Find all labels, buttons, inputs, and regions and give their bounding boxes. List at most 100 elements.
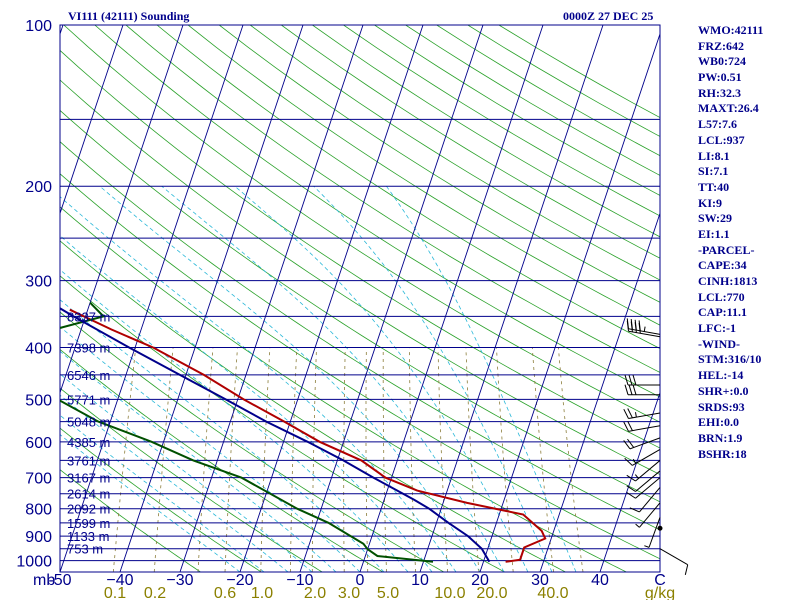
moist-adiabat — [60, 350, 337, 572]
index-row: SRDS:93 — [698, 399, 745, 414]
height-label: 2614 m — [67, 487, 110, 502]
mixing-ratio-line — [343, 347, 346, 572]
barb-flag — [627, 438, 635, 448]
wind-barb — [659, 548, 689, 575]
barb-flag — [623, 440, 631, 450]
height-label: 1133 m — [67, 529, 109, 544]
pressure-tick-label: 1000 — [16, 554, 52, 571]
mixing-ratio-line — [311, 347, 317, 572]
mixing-ratio-label: 0.1 — [104, 585, 126, 600]
isotherm — [179, 25, 364, 572]
dry-adiabat — [63, 25, 660, 423]
index-row: SHR+:0.0 — [698, 383, 749, 398]
index-row: BRN:1.9 — [698, 430, 743, 445]
height-label: 8337 m — [67, 309, 110, 324]
index-row: SW:29 — [698, 211, 733, 226]
index-row: LCL:937 — [698, 132, 745, 147]
mixing-ratio-line — [112, 347, 137, 572]
height-label: 7398 m — [67, 340, 110, 355]
barb-flag — [627, 408, 633, 419]
isotherm — [419, 25, 604, 572]
temperature-tick-label: 20 — [471, 572, 489, 589]
x-unit-label: mb — [33, 572, 55, 589]
mixing-ratio-label: 0.2 — [144, 585, 166, 600]
index-row: -PARCEL- — [698, 242, 755, 257]
dry-adiabat — [218, 25, 660, 303]
mixing-ratio-line — [437, 347, 448, 572]
moist-adiabat — [99, 185, 481, 572]
moist-adiabat — [60, 394, 289, 572]
moist-adiabat — [386, 185, 577, 572]
chart-title: VI111 (42111) Sounding — [68, 9, 189, 23]
dry-adiabat — [60, 469, 201, 572]
wind-barb — [644, 517, 661, 548]
dry-adiabat — [187, 25, 660, 326]
wind-barb — [623, 437, 661, 450]
barb-flag — [628, 384, 633, 395]
moist-adiabat — [60, 196, 457, 572]
dry-adiabat — [249, 25, 660, 281]
pressure-tick-label: 800 — [25, 502, 52, 519]
barb-staff — [639, 487, 661, 513]
temperature-tick-label: −40 — [106, 572, 133, 589]
barb-staff — [628, 425, 661, 432]
isotherm — [599, 391, 660, 572]
index-row: LFC:-1 — [698, 321, 736, 336]
barb-flag — [626, 492, 636, 499]
mixing-ratio-label: 1.0 — [251, 585, 273, 600]
wind-barb — [624, 374, 660, 386]
index-row: KI:9 — [698, 195, 722, 210]
temperature-tick-label: 10 — [411, 572, 429, 589]
barb-flag — [624, 384, 629, 395]
isotherm — [60, 25, 184, 395]
height-label: 6546 m — [67, 368, 110, 383]
index-row: LCL:770 — [698, 289, 745, 304]
barb-staff — [629, 437, 661, 450]
mixing-ratio-line — [465, 347, 480, 572]
index-row: HEL:-14 — [698, 368, 744, 383]
barb-flag — [623, 421, 629, 432]
mixing-ratio-line — [260, 347, 271, 572]
pressure-tick-label: 900 — [25, 529, 52, 546]
wind-barb — [657, 525, 663, 531]
barb-flag — [627, 421, 633, 431]
index-row: MAXT:26.4 — [698, 101, 759, 116]
pressure-tick-label: 500 — [25, 392, 52, 409]
wind-barb — [624, 449, 661, 466]
wind-barb — [626, 320, 661, 338]
barb-flag — [629, 507, 640, 513]
dry-adiabat — [60, 427, 262, 572]
mixing-ratio-label: 2.0 — [304, 585, 326, 600]
barb-flag — [626, 320, 629, 332]
pressure-tick-label: 400 — [25, 340, 52, 357]
barb-flag — [626, 485, 636, 492]
mixing-ratio-line — [531, 347, 554, 572]
index-row: LI:8.1 — [698, 148, 730, 163]
height-label: 4385 m — [67, 435, 110, 450]
barb-staff — [648, 517, 661, 548]
mixing-ratio-line — [197, 347, 214, 572]
mixing-ratio-label: 10.0 — [434, 585, 465, 600]
barb-staff — [632, 449, 661, 466]
dry-adiabat — [60, 173, 660, 560]
wind-barbs — [623, 318, 689, 575]
barb-half-flag — [635, 523, 640, 528]
plot-frame — [59, 24, 661, 573]
barb-staff — [635, 470, 661, 492]
wind-barb — [623, 408, 661, 420]
index-row: L57:7.6 — [698, 117, 737, 132]
isotherm — [479, 32, 660, 572]
barb-flag — [624, 457, 633, 466]
temperature-tick-label: −30 — [166, 572, 193, 589]
moist-adiabat — [60, 326, 361, 572]
mixing-ratio-line — [153, 347, 174, 572]
parcel-profile — [60, 307, 491, 563]
barb-flag — [630, 321, 633, 332]
barb-flag — [632, 374, 637, 386]
barb-half-flag — [644, 545, 650, 548]
index-row: -WIND- — [698, 336, 740, 351]
dry-adiabat — [60, 49, 660, 449]
pressure-tick-label: 300 — [25, 274, 52, 291]
mixing-ratio-line — [289, 347, 298, 572]
